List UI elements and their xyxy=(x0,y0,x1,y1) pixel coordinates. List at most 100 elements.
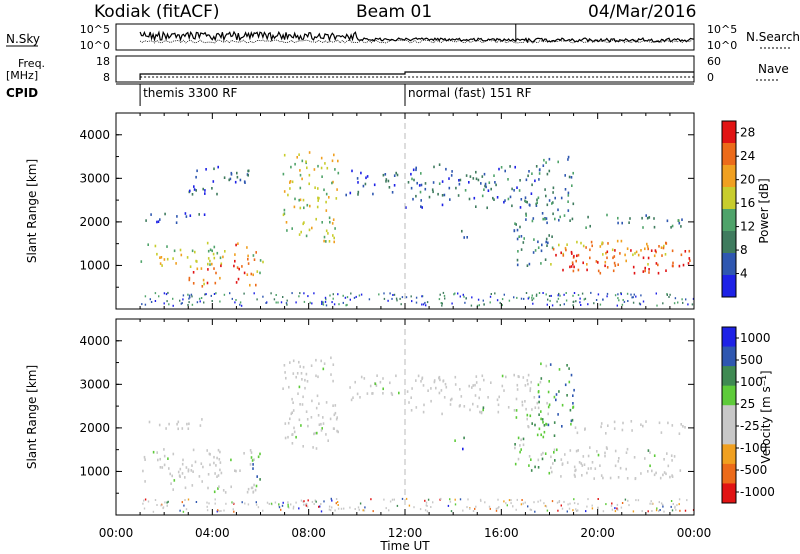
scatter-cell xyxy=(622,421,624,425)
scatter-cell xyxy=(449,198,451,201)
scatter-cell xyxy=(490,293,492,295)
scatter-cell xyxy=(293,205,296,209)
scatter-cell xyxy=(465,297,467,300)
scatter-cell xyxy=(206,449,208,452)
scatter-cell xyxy=(337,507,340,510)
scatter-cell xyxy=(585,510,587,513)
scatter-cell xyxy=(514,446,516,450)
scatter-cell xyxy=(516,498,518,501)
scatter-cell xyxy=(236,266,239,269)
scatter-cell xyxy=(159,256,161,259)
scatter-cell xyxy=(545,237,548,241)
scatter-cell xyxy=(415,166,417,170)
scatter-cell xyxy=(388,186,391,189)
scatter-cell xyxy=(570,419,573,423)
scatter-cell xyxy=(253,258,256,261)
scatter-cell xyxy=(547,412,549,416)
scatter-cell xyxy=(247,257,249,261)
scatter-cell xyxy=(534,249,537,252)
scatter-cell xyxy=(327,232,329,235)
scatter-cell xyxy=(421,206,423,209)
scatter-cell xyxy=(525,200,527,203)
scatter-cell xyxy=(530,380,532,384)
scatter-cell xyxy=(587,215,589,219)
scatter-cell xyxy=(185,508,188,511)
scatter-cell xyxy=(334,404,337,407)
freq-tick-bottom: 8 xyxy=(103,71,110,84)
scatter-cell xyxy=(530,508,533,511)
scatter-cell xyxy=(420,205,422,208)
scatter-cell xyxy=(206,509,209,512)
scatter-cell xyxy=(576,254,578,258)
scatter-cell xyxy=(566,243,568,246)
scatter-cell xyxy=(192,448,195,452)
scatter-cell xyxy=(545,161,547,164)
scatter-cell xyxy=(320,156,323,160)
scatter-cell xyxy=(257,455,260,459)
scatter-cell xyxy=(357,506,360,509)
scatter-cell xyxy=(334,168,336,171)
scatter-cell xyxy=(653,217,655,220)
scatter-cell xyxy=(385,180,387,183)
scatter-cell xyxy=(507,197,510,201)
scatter-cell xyxy=(168,422,170,426)
scatter-cell xyxy=(653,225,656,229)
scatter-cell xyxy=(383,297,386,300)
scatter-cell xyxy=(382,173,385,177)
scatter-cell xyxy=(535,202,537,206)
scatter-cell xyxy=(527,382,529,386)
scatter-cell xyxy=(439,378,441,382)
colorbar-tick-label: 24 xyxy=(740,149,755,163)
scatter-cell xyxy=(570,422,572,426)
scatter-cell xyxy=(557,413,559,416)
scatter-cell xyxy=(186,422,188,426)
scatter-cell xyxy=(299,186,302,190)
scatter-cell xyxy=(415,296,418,299)
scatter-cell xyxy=(549,299,551,302)
scatter-cell xyxy=(591,461,594,464)
scatter-cell xyxy=(563,500,565,503)
scatter-cell xyxy=(223,509,225,512)
scatter-cell xyxy=(204,189,206,192)
scatter-cell xyxy=(554,217,556,221)
scatter-cell xyxy=(181,462,184,466)
scatter-cell xyxy=(632,296,634,299)
scatter-cell xyxy=(567,191,570,195)
scatter-cell xyxy=(336,501,339,503)
scatter-cell xyxy=(537,240,539,244)
scatter-cell xyxy=(350,292,352,295)
scatter-cell xyxy=(628,504,630,507)
scatter-cell xyxy=(241,265,243,268)
scatter-cell xyxy=(538,400,540,404)
scatter-cell xyxy=(546,203,549,207)
scatter-cell xyxy=(200,297,203,299)
scatter-cell xyxy=(217,474,220,477)
scatter-cell xyxy=(529,389,531,393)
scatter-cell xyxy=(298,233,301,236)
scatter-cell xyxy=(653,454,656,457)
scatter-cell xyxy=(285,302,288,305)
scatter-cell xyxy=(389,381,391,385)
scatter-cell xyxy=(607,424,609,427)
scatter-cell xyxy=(505,375,507,379)
scatter-cell xyxy=(187,498,190,501)
scatter-cell xyxy=(525,178,528,182)
scatter-cell xyxy=(415,406,418,409)
scatter-cell xyxy=(306,418,309,421)
nsearch-label: N.Search xyxy=(746,30,800,44)
scatter-cell xyxy=(537,246,540,249)
scatter-cell xyxy=(488,181,491,184)
scatter-cell xyxy=(179,509,181,512)
scatter-cell xyxy=(561,463,564,466)
scatter-cell xyxy=(265,302,267,304)
scatter-cell xyxy=(232,508,234,511)
scatter-cell xyxy=(191,484,194,487)
colorbar-tick-label: 1000 xyxy=(740,331,771,345)
scatter-cell xyxy=(182,294,185,297)
scatter-cell xyxy=(211,187,213,190)
scatter-cell xyxy=(387,179,390,183)
scatter-cell xyxy=(546,221,548,225)
scatter-cell xyxy=(425,504,427,507)
scatter-cell xyxy=(395,297,398,300)
